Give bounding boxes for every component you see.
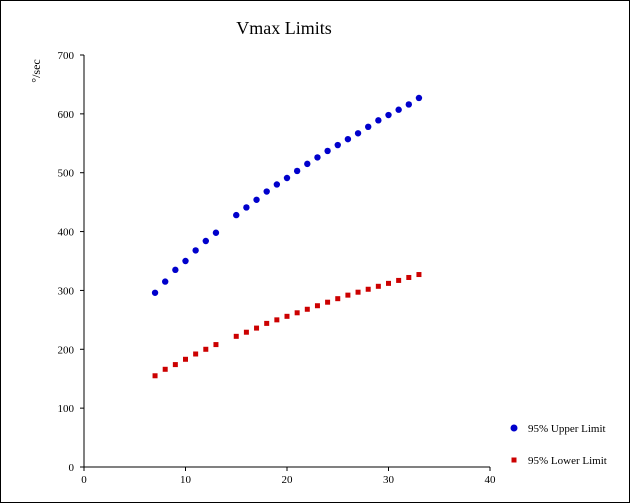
legend-upper-limit-marker xyxy=(510,424,518,432)
lower-limit-point xyxy=(162,366,168,372)
upper-limit-point xyxy=(151,289,159,296)
lower-limit-point xyxy=(314,303,320,309)
lower-limit-point xyxy=(386,280,391,286)
legend-upper-limit-label: 95% Upper Limit xyxy=(528,423,606,435)
upper-limit-point xyxy=(192,247,199,254)
y-tick-label: 300 xyxy=(58,285,75,297)
upper-limit-point xyxy=(293,167,301,175)
y-tick-label: 200 xyxy=(58,344,75,356)
lower-limit-point xyxy=(254,325,260,331)
upper-limit-point xyxy=(334,141,341,149)
upper-limit-point xyxy=(344,135,352,143)
lower-limit-point xyxy=(213,342,219,348)
upper-limit-point xyxy=(182,257,189,265)
upper-limit-point xyxy=(385,111,392,119)
upper-limit-point xyxy=(314,154,321,161)
upper-limit-point xyxy=(415,94,423,102)
series-lower-limit xyxy=(152,272,422,379)
lower-limit-point xyxy=(172,362,178,368)
chart-title: Vmax Limits xyxy=(236,18,332,38)
lower-limit-point xyxy=(264,320,270,326)
lower-limit-point xyxy=(152,373,158,379)
lower-limit-point xyxy=(406,274,412,280)
lower-limit-point xyxy=(304,306,310,312)
lower-limit-point xyxy=(355,289,361,295)
lower-limit-point xyxy=(375,283,381,289)
lower-limit-point xyxy=(203,346,209,352)
lower-limit-point xyxy=(233,333,239,339)
legend-lower-limit-marker xyxy=(511,457,517,463)
lower-limit-point xyxy=(193,351,199,357)
lower-limit-point xyxy=(274,317,280,323)
lower-limit-point xyxy=(183,356,188,362)
series-upper-limit xyxy=(151,94,423,296)
upper-limit-point xyxy=(233,211,240,219)
y-tick-label: 100 xyxy=(58,403,75,415)
upper-limit-point xyxy=(304,160,311,168)
upper-limit-point xyxy=(375,117,382,124)
legend-lower-limit-label: 95% Lower Limit xyxy=(528,455,607,467)
y-tick-label: 600 xyxy=(58,109,75,121)
upper-limit-point xyxy=(365,123,372,131)
upper-limit-point xyxy=(202,237,209,245)
upper-limit-point xyxy=(273,181,281,188)
lower-limit-point xyxy=(325,299,331,305)
y-tick-label: 700 xyxy=(58,50,75,62)
upper-limit-point xyxy=(324,147,331,155)
lower-limit-point xyxy=(335,296,341,302)
lower-limit-point xyxy=(365,286,371,292)
lower-limit-point xyxy=(416,272,422,278)
y-axis-label: °/sec xyxy=(29,59,43,82)
x-tick-label: 0 xyxy=(81,474,87,486)
lower-limit-point xyxy=(243,329,249,335)
lower-limit-point xyxy=(284,313,290,319)
legend: 95% Upper Limit 95% Lower Limit xyxy=(510,423,607,467)
x-tick-label: 10 xyxy=(180,474,192,486)
y-tick-label: 0 xyxy=(69,462,75,474)
upper-limit-point xyxy=(172,266,179,274)
lower-limit-point xyxy=(396,277,402,283)
x-tick-label: 20 xyxy=(282,474,294,486)
lower-limit-point xyxy=(345,292,351,298)
x-tick-label: 40 xyxy=(485,474,497,486)
y-tick-label: 400 xyxy=(58,227,75,239)
upper-limit-point xyxy=(395,106,402,113)
upper-limit-point xyxy=(243,204,250,211)
upper-limit-point xyxy=(283,174,291,182)
data-marks xyxy=(151,94,423,379)
upper-limit-point xyxy=(212,229,220,236)
upper-limit-point xyxy=(405,101,412,108)
upper-limit-point xyxy=(263,188,270,195)
x-tick-label: 30 xyxy=(383,474,395,486)
y-tick-label: 500 xyxy=(58,168,75,180)
upper-limit-point xyxy=(253,196,260,203)
lower-limit-point xyxy=(294,310,300,316)
upper-limit-point xyxy=(162,278,169,285)
upper-limit-point xyxy=(354,130,362,137)
